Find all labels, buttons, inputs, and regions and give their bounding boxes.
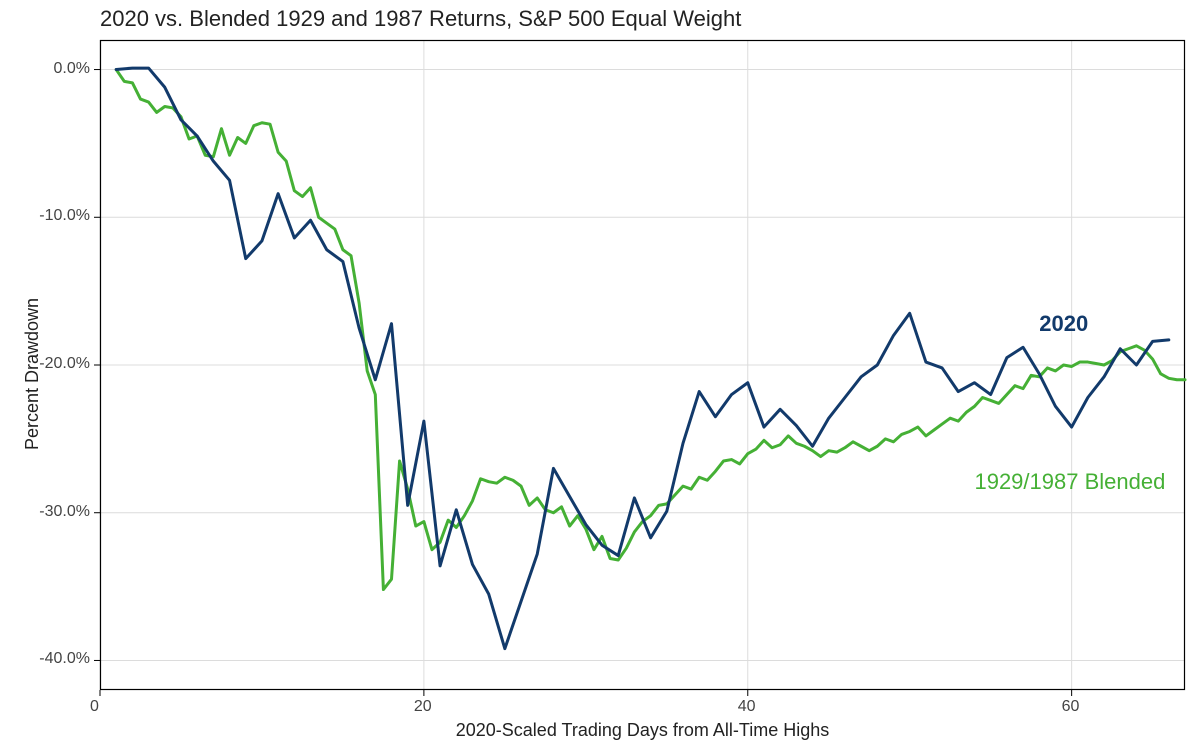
y-tick-label: 0.0% — [54, 60, 90, 78]
x-axis-label: 2020-Scaled Trading Days from All-Time H… — [100, 720, 1185, 741]
chart-container: 2020 vs. Blended 1929 and 1987 Returns, … — [0, 0, 1200, 750]
y-tick-label: -20.0% — [39, 355, 90, 373]
x-tick-label: 40 — [738, 698, 756, 716]
chart-title: 2020 vs. Blended 1929 and 1987 Returns, … — [100, 6, 741, 32]
y-axis-label: Percent Drawdown — [22, 298, 43, 450]
series-label-blended: 1929/1987 Blended — [974, 469, 1165, 495]
plot-area — [100, 40, 1185, 690]
y-tick-label: -30.0% — [39, 503, 90, 521]
x-tick-label: 60 — [1062, 698, 1080, 716]
x-tick-label: 0 — [90, 698, 99, 716]
y-tick-label: -40.0% — [39, 650, 90, 668]
x-tick-label: 20 — [414, 698, 432, 716]
series-label-2020: 2020 — [1039, 311, 1088, 337]
plot-svg — [100, 40, 1185, 690]
y-tick-label: -10.0% — [39, 207, 90, 225]
